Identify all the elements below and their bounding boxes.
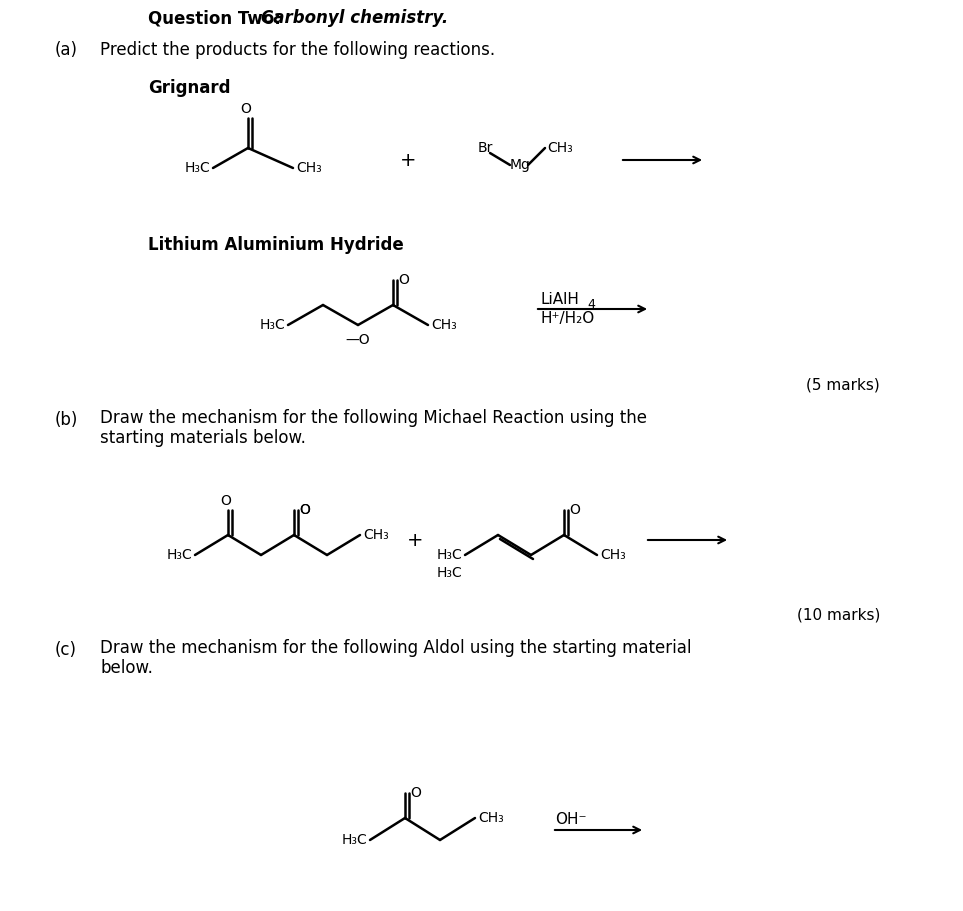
Text: Mg: Mg — [510, 158, 531, 172]
Text: OH⁻: OH⁻ — [555, 813, 586, 827]
Text: —O: —O — [346, 333, 371, 347]
Text: Draw the mechanism for the following Michael Reaction using the: Draw the mechanism for the following Mic… — [100, 409, 647, 427]
Text: O: O — [221, 494, 231, 508]
Text: Question Two:: Question Two: — [148, 9, 287, 27]
Text: +: + — [406, 530, 424, 549]
Text: Br: Br — [478, 141, 493, 155]
Text: H₃C: H₃C — [167, 548, 192, 562]
Text: (b): (b) — [55, 411, 78, 429]
Text: below.: below. — [100, 659, 153, 677]
Text: CH₃: CH₃ — [431, 318, 456, 332]
Text: CH₃: CH₃ — [478, 811, 504, 825]
Text: +: + — [400, 150, 416, 169]
Text: O: O — [398, 273, 409, 287]
Text: O: O — [569, 503, 580, 517]
Text: (5 marks): (5 marks) — [806, 377, 880, 393]
Text: starting materials below.: starting materials below. — [100, 429, 306, 447]
Text: 4: 4 — [587, 298, 595, 311]
Text: CH₃: CH₃ — [363, 528, 389, 542]
Text: (10 marks): (10 marks) — [796, 608, 880, 622]
Text: H⁺/H₂O: H⁺/H₂O — [540, 311, 594, 325]
Text: O: O — [410, 786, 421, 800]
Text: CH₃: CH₃ — [600, 548, 626, 562]
Text: Carbonyl chemistry.: Carbonyl chemistry. — [261, 9, 448, 27]
Text: O: O — [299, 503, 310, 517]
Text: (a): (a) — [55, 41, 78, 59]
Text: Grignard: Grignard — [148, 79, 230, 97]
Text: Lithium Aluminium Hydride: Lithium Aluminium Hydride — [148, 236, 403, 254]
Text: H₃C: H₃C — [436, 548, 462, 562]
Text: CH₃: CH₃ — [547, 141, 573, 155]
Text: H₃C: H₃C — [259, 318, 285, 332]
Text: H₃C: H₃C — [341, 833, 367, 847]
Text: Draw the mechanism for the following Aldol using the starting material: Draw the mechanism for the following Ald… — [100, 639, 691, 657]
Text: H₃C: H₃C — [436, 566, 462, 580]
Text: H₃C: H₃C — [184, 161, 210, 175]
Text: LiAlH: LiAlH — [540, 292, 579, 308]
Text: O: O — [241, 102, 251, 116]
Text: CH₃: CH₃ — [296, 161, 322, 175]
Text: (c): (c) — [55, 641, 77, 659]
Text: Predict the products for the following reactions.: Predict the products for the following r… — [100, 41, 495, 59]
Text: O: O — [299, 503, 310, 517]
